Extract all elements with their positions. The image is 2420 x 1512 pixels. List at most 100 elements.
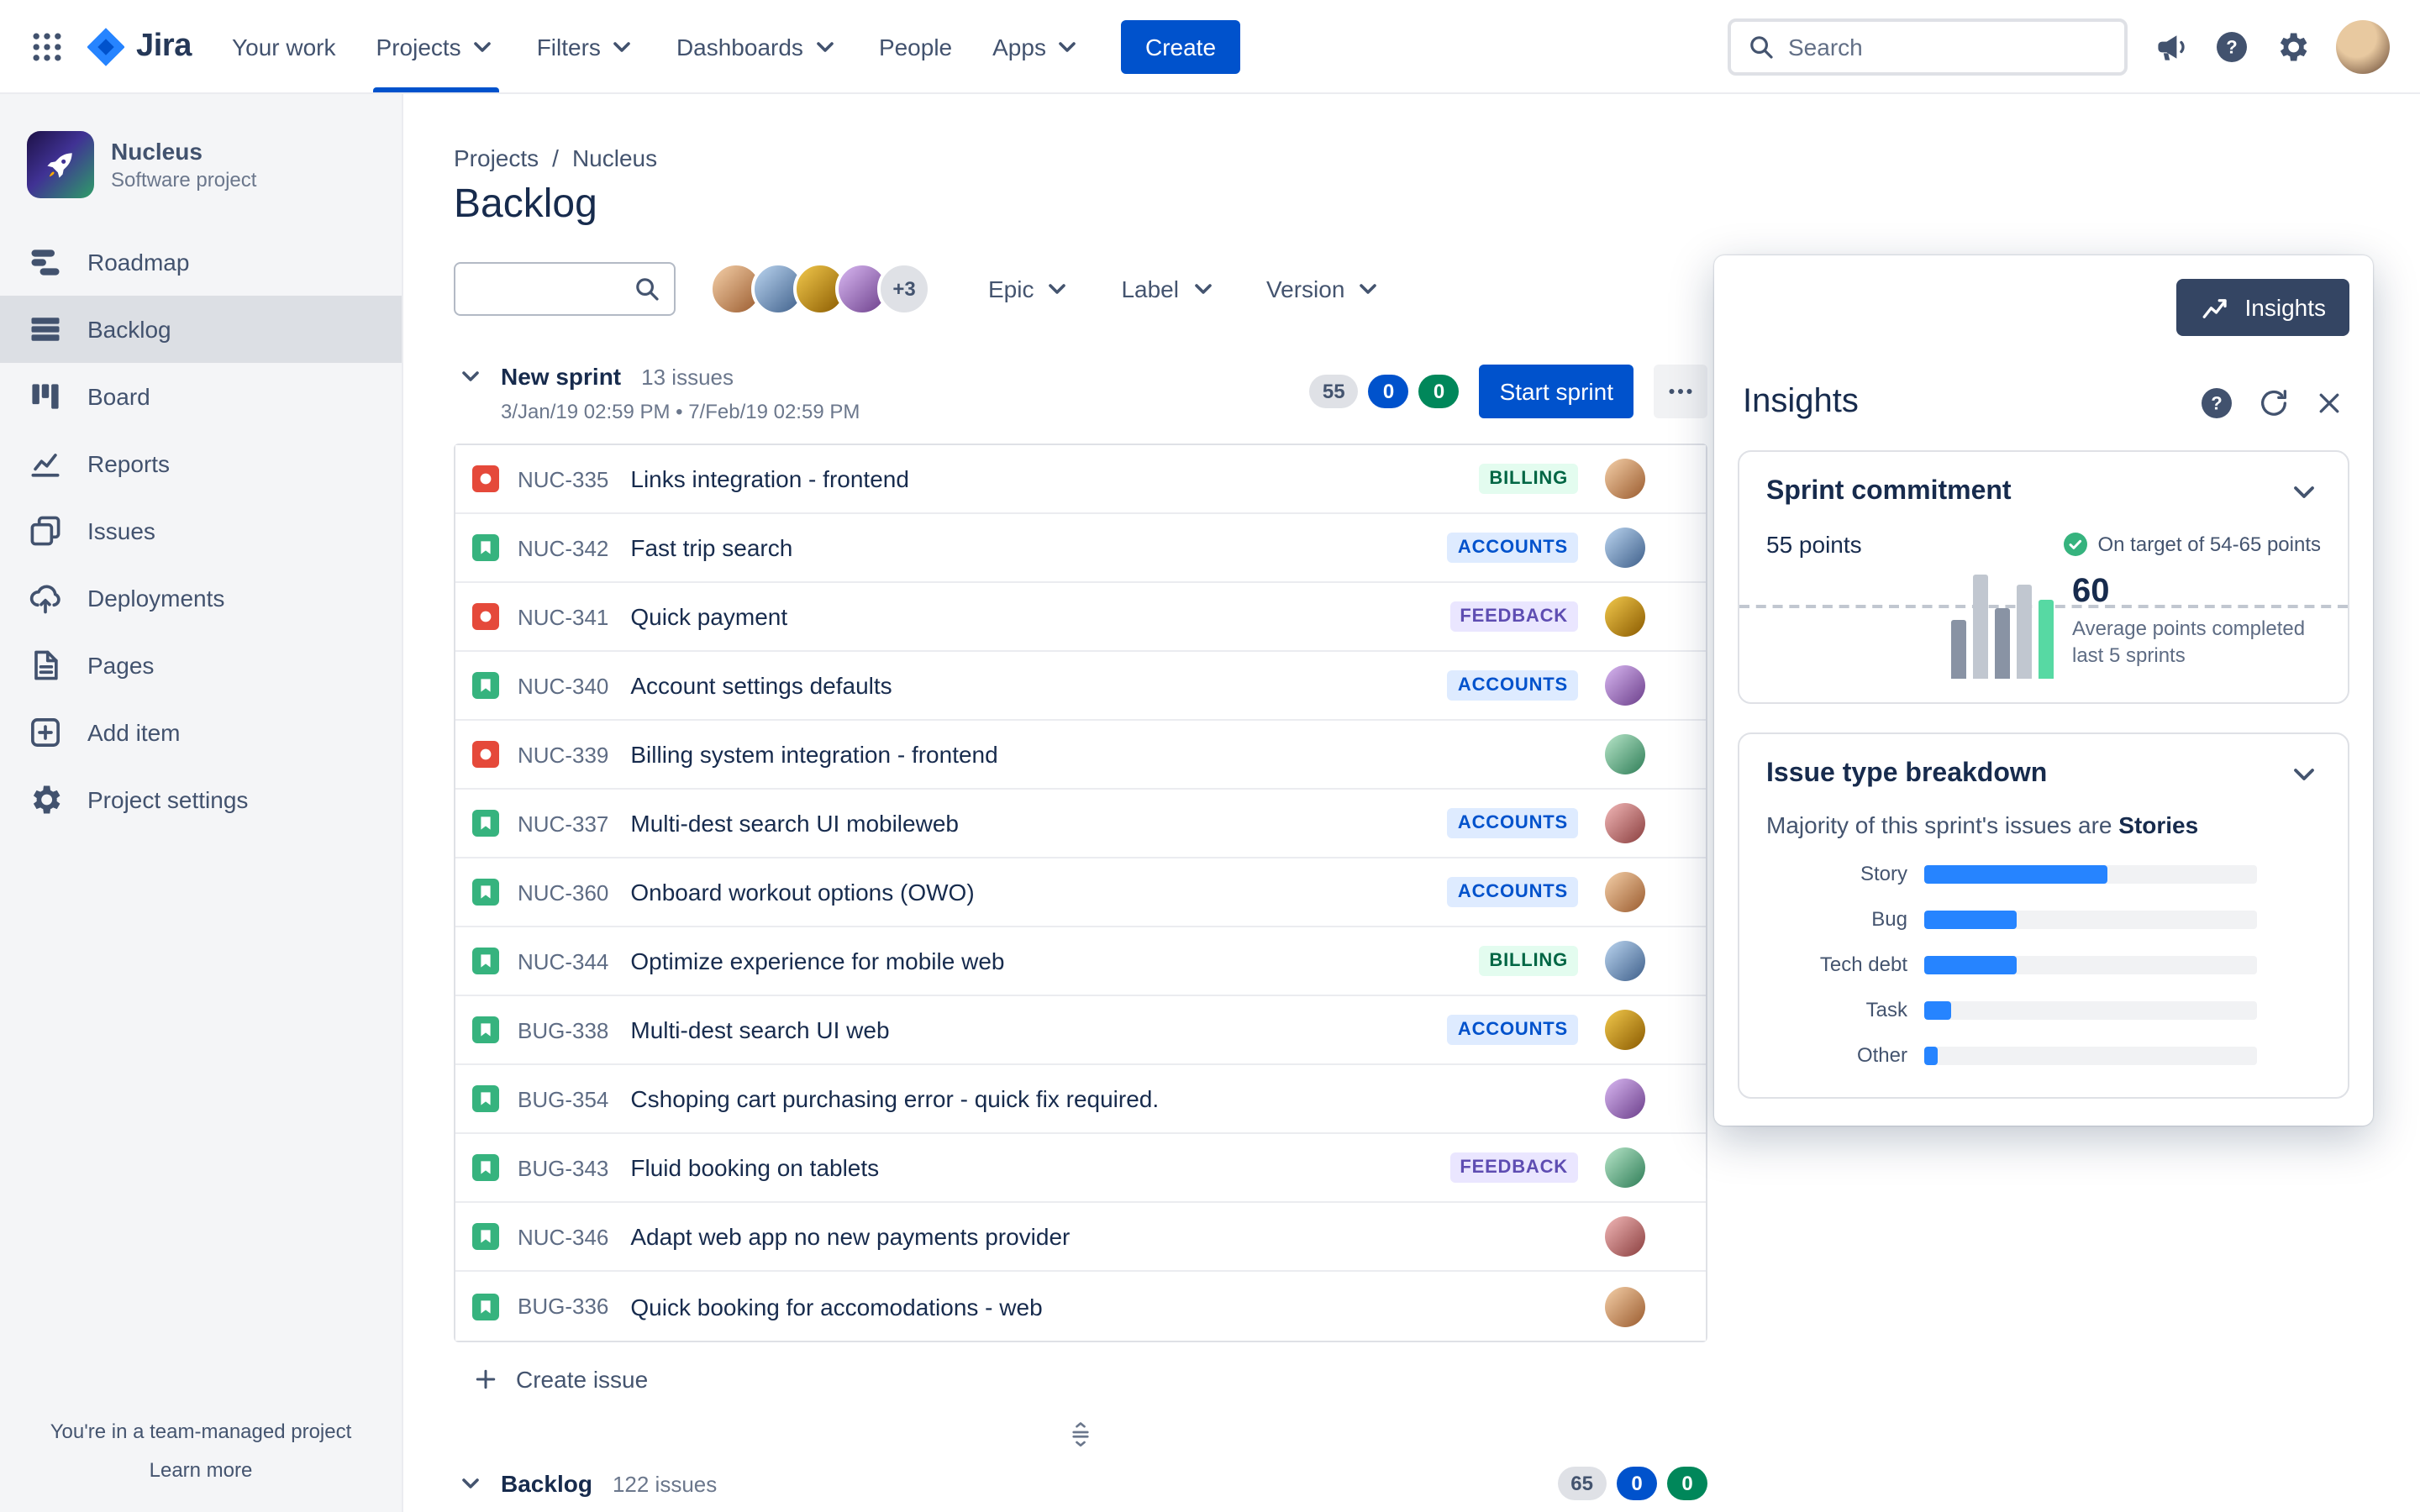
chevron-down-icon — [1044, 276, 1071, 302]
assignee-avatar[interactable] — [1605, 459, 1645, 499]
filter-dropdown-epic[interactable]: Epic — [971, 265, 1087, 312]
global-search-input[interactable] — [1788, 33, 2107, 60]
assignee-avatar[interactable] — [1605, 665, 1645, 706]
issue-row[interactable]: NUC-337 Multi-dest search UI mobileweb A… — [455, 790, 1706, 858]
chevron-down-icon — [1055, 33, 1081, 60]
collapse-sprint-icon[interactable] — [454, 360, 487, 393]
issue-breakdown-card: Issue type breakdown Majority of this sp… — [1738, 732, 2349, 1099]
assignee-avatar[interactable] — [1605, 1010, 1645, 1050]
backlog-name[interactable]: Backlog — [501, 1470, 592, 1497]
breadcrumb-nucleus[interactable]: Nucleus — [571, 144, 658, 171]
insights-toggle-button[interactable]: Insights — [2175, 279, 2349, 336]
sprint-more-icon[interactable] — [1654, 365, 1707, 418]
issue-summary: Billing system integration - frontend — [630, 741, 998, 768]
backlog-search[interactable] — [454, 262, 676, 316]
help-icon[interactable]: ? — [2215, 29, 2249, 63]
story-icon — [472, 1085, 499, 1112]
sidebar-item-reports[interactable]: Reports — [0, 430, 402, 497]
epic-label: BILLING — [1479, 946, 1578, 976]
create-issue-button[interactable]: Create issue — [454, 1352, 665, 1406]
issue-row[interactable]: NUC-344 Optimize experience for mobile w… — [455, 927, 1706, 996]
issue-row[interactable]: NUC-346 Adapt web app no new payments pr… — [455, 1203, 1706, 1272]
issue-row[interactable]: BUG-343 Fluid booking on tablets FEEDBAC… — [455, 1134, 1706, 1203]
assignee-avatar[interactable] — [1605, 596, 1645, 637]
sidebar-item-add-item[interactable]: Add item — [0, 699, 402, 766]
section-resize-handle[interactable] — [454, 1420, 1707, 1450]
assignee-avatar[interactable] — [1605, 1216, 1645, 1257]
nav-item-dashboards[interactable]: Dashboards — [656, 0, 859, 92]
sidebar-item-roadmap[interactable]: Roadmap — [0, 228, 402, 296]
issue-row[interactable]: NUC-360 Onboard workout options (OWO) AC… — [455, 858, 1706, 927]
global-search[interactable] — [1728, 18, 2128, 75]
filter-avatar-overflow[interactable]: +3 — [877, 262, 931, 316]
refresh-icon[interactable] — [2257, 386, 2291, 419]
create-button[interactable]: Create — [1121, 19, 1240, 73]
plus-icon — [471, 1364, 501, 1394]
reports-icon — [27, 445, 64, 482]
backlog-search-input[interactable] — [469, 276, 620, 302]
panel-help-icon[interactable]: ? — [2200, 386, 2233, 419]
breakdown-track — [1924, 955, 2257, 974]
sidebar-item-issues[interactable]: Issues — [0, 497, 402, 564]
sprint-points: 55 points — [1766, 531, 1862, 558]
logo-text: Jira — [136, 28, 192, 63]
issue-row[interactable]: NUC-339 Billing system integration - fro… — [455, 721, 1706, 790]
pages-icon — [27, 647, 64, 684]
nav-right: ? — [1728, 18, 2390, 75]
jira-logo[interactable]: Jira — [74, 24, 212, 68]
nav-item-filters[interactable]: Filters — [517, 0, 656, 92]
issue-breakdown-title: Issue type breakdown — [1766, 759, 2048, 788]
settings-gear-icon[interactable] — [2274, 28, 2311, 65]
app-switcher-icon[interactable] — [20, 19, 74, 73]
estimate-badge-blue: 0 — [1368, 375, 1409, 408]
assignee-avatar[interactable] — [1605, 1147, 1645, 1188]
issue-row[interactable]: NUC-342 Fast trip search ACCOUNTS — [455, 514, 1706, 583]
sidebar-footer: You're in a team-managed project Learn m… — [0, 1396, 402, 1512]
nav-item-people[interactable]: People — [859, 0, 972, 92]
chevron-down-icon — [1189, 276, 1216, 302]
assignee-avatar[interactable] — [1605, 1286, 1645, 1326]
sprint-bars — [1951, 571, 2054, 679]
assignee-avatar[interactable] — [1605, 734, 1645, 774]
assignee-avatar[interactable] — [1605, 803, 1645, 843]
announcement-icon[interactable] — [2153, 28, 2190, 65]
assignee-avatar[interactable] — [1605, 528, 1645, 568]
user-avatar[interactable] — [2336, 19, 2390, 73]
chevron-down-icon — [470, 33, 497, 60]
learn-more-link[interactable]: Learn more — [149, 1458, 253, 1482]
issue-row[interactable]: BUG-354 Cshoping cart purchasing error -… — [455, 1065, 1706, 1134]
filter-dropdowns: Epic Label Version — [955, 265, 1398, 312]
sidebar-item-project-settings[interactable]: Project settings — [0, 766, 402, 833]
chevron-down-icon[interactable] — [2287, 758, 2321, 791]
breadcrumb-projects[interactable]: Projects — [454, 144, 539, 171]
top-navigation: Jira Your work Projects Filters Dashboards P… — [0, 0, 2420, 94]
story-icon — [472, 1016, 499, 1043]
story-icon — [472, 534, 499, 561]
sprint-name[interactable]: New sprint — [501, 363, 622, 390]
filter-dropdown-version[interactable]: Version — [1249, 265, 1398, 312]
issue-row[interactable]: BUG-338 Multi-dest search UI web ACCOUNT… — [455, 996, 1706, 1065]
collapse-backlog-icon[interactable] — [454, 1467, 487, 1500]
nav-item-apps[interactable]: Apps — [972, 0, 1102, 92]
sprint-commitment-card: Sprint commitment 55 points On target of… — [1738, 450, 2349, 704]
sidebar-item-pages[interactable]: Pages — [0, 632, 402, 699]
issue-row[interactable]: NUC-340 Account settings defaults ACCOUN… — [455, 652, 1706, 721]
chevron-down-icon[interactable] — [2287, 475, 2321, 509]
issue-row[interactable]: NUC-335 Links integration - frontend BIL… — [455, 445, 1706, 514]
settings-icon — [27, 781, 64, 818]
sprint-bar — [1995, 608, 2010, 679]
nav-item-projects[interactable]: Projects — [356, 0, 517, 92]
sidebar-item-backlog[interactable]: Backlog — [0, 296, 402, 363]
nav-item-your-work[interactable]: Your work — [212, 0, 356, 92]
sidebar-item-board[interactable]: Board — [0, 363, 402, 430]
issue-row[interactable]: BUG-336 Quick booking for accomodations … — [455, 1272, 1706, 1341]
sidebar-item-deployments[interactable]: Deployments — [0, 564, 402, 632]
board-icon — [27, 378, 64, 415]
assignee-avatar[interactable] — [1605, 1079, 1645, 1119]
close-icon[interactable] — [2314, 387, 2344, 417]
assignee-avatar[interactable] — [1605, 941, 1645, 981]
issue-row[interactable]: NUC-341 Quick payment FEEDBACK — [455, 583, 1706, 652]
start-sprint-button[interactable]: Start sprint — [1479, 365, 1634, 418]
assignee-avatar[interactable] — [1605, 872, 1645, 912]
filter-dropdown-label[interactable]: Label — [1104, 265, 1233, 312]
